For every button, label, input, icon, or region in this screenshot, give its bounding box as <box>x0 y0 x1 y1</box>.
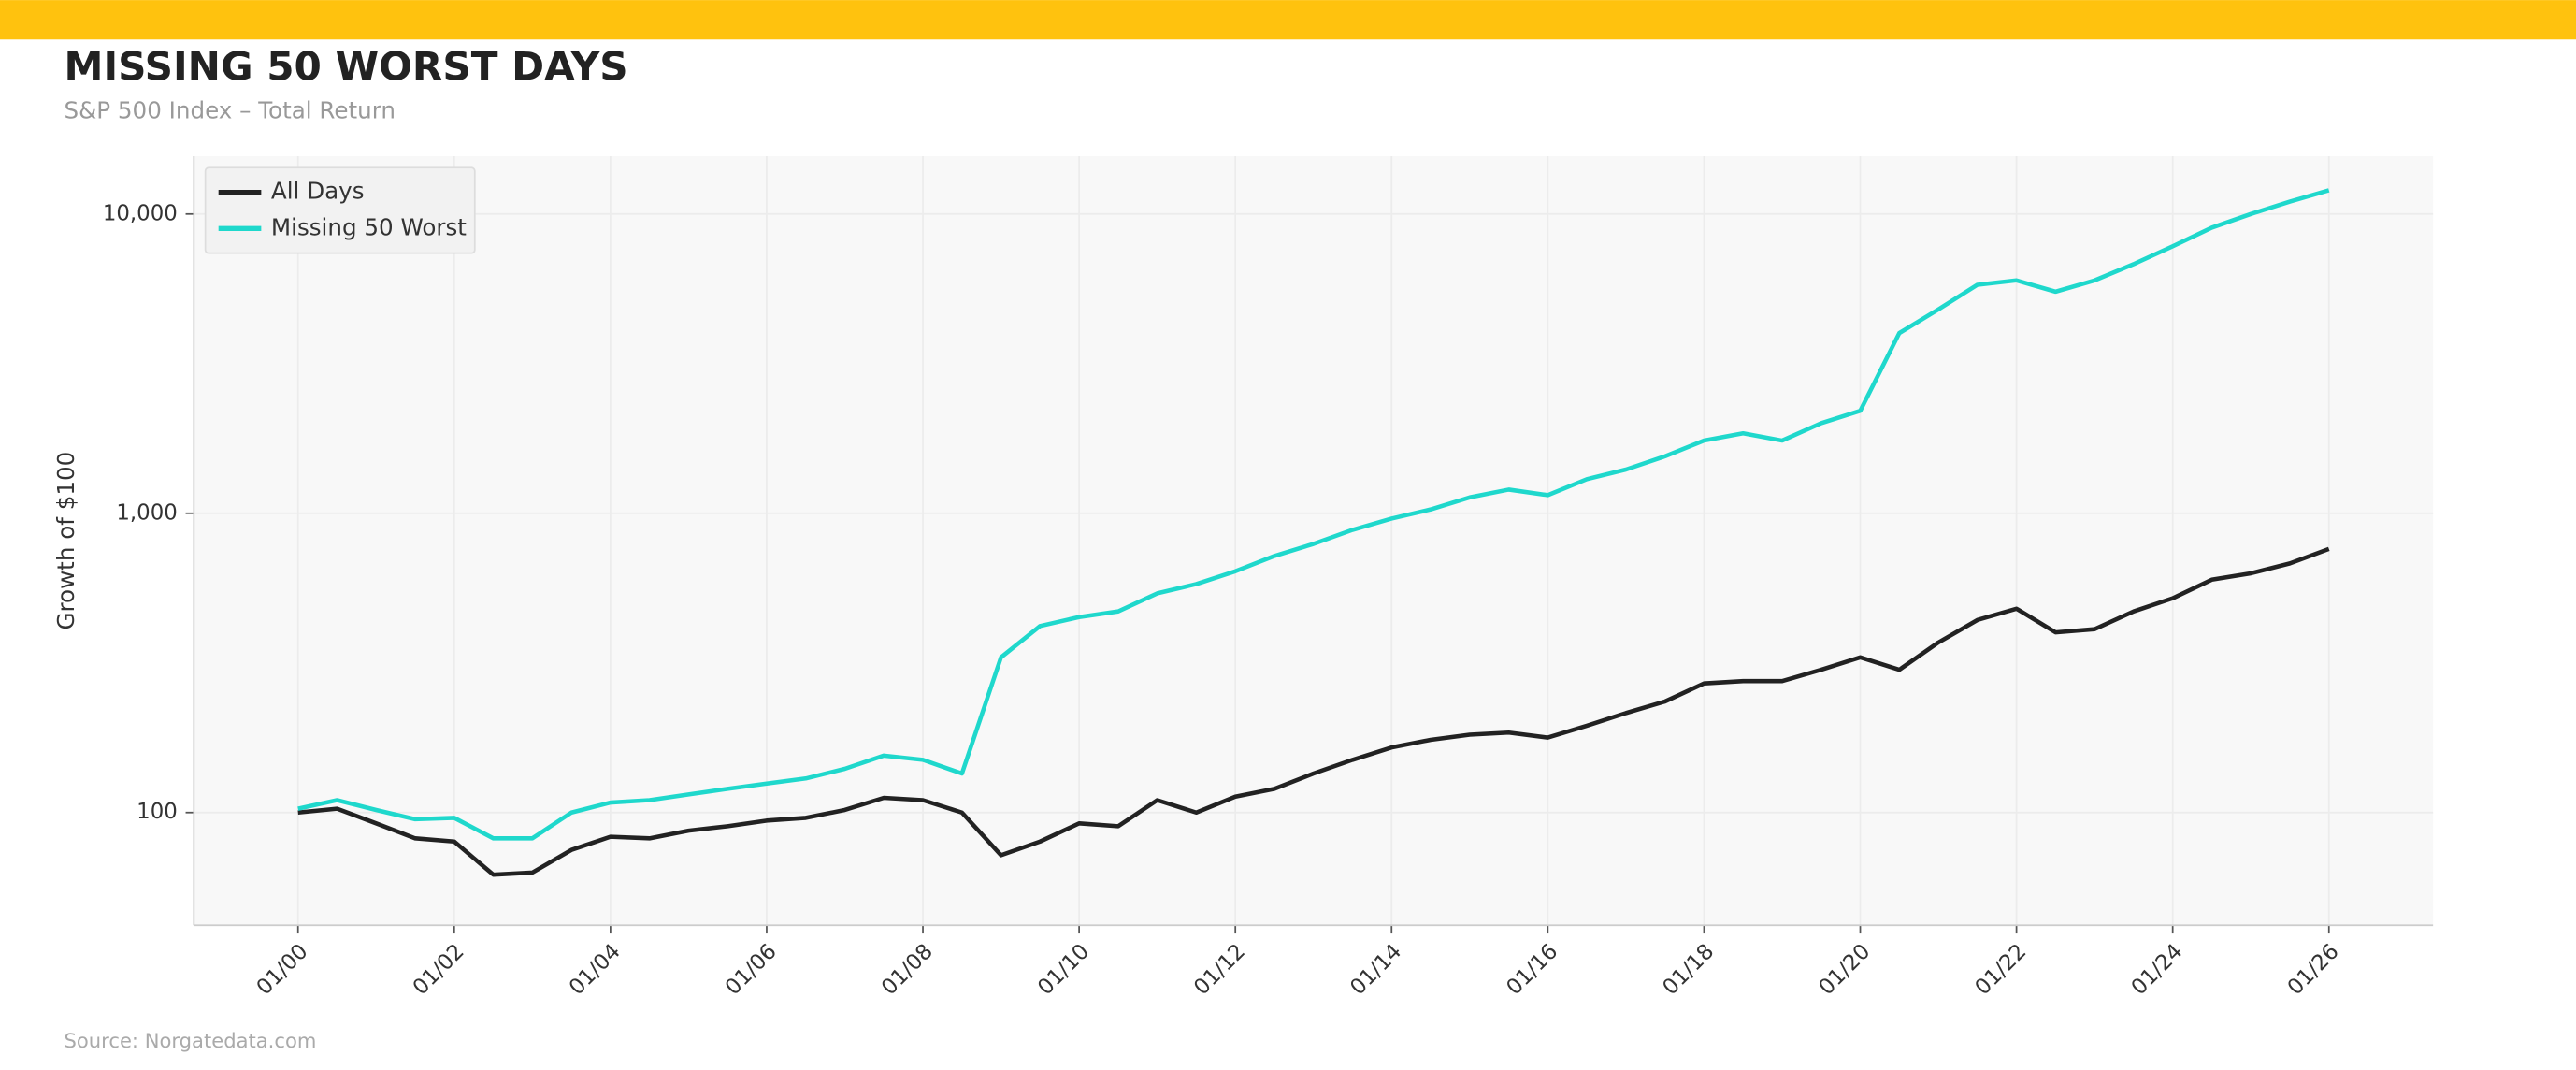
x-tick-label: 01/02 <box>409 939 469 1000</box>
x-tick-label: 01/20 <box>1814 939 1875 1000</box>
y-tick-label: 1,000 <box>116 500 177 525</box>
x-tick-label: 01/24 <box>2127 939 2188 1000</box>
x-tick-label: 01/12 <box>1189 939 1250 1000</box>
plot-area <box>194 156 2434 926</box>
x-tick-label: 01/06 <box>721 939 782 1000</box>
legend-label: All Days <box>271 178 365 205</box>
x-tick-label: 01/00 <box>252 939 313 1000</box>
chart-subtitle: S&P 500 Index – Total Return <box>65 97 396 124</box>
x-tick-label: 01/10 <box>1033 939 1094 1000</box>
series-line <box>297 188 2330 841</box>
x-tick-label: 01/18 <box>1658 939 1719 1000</box>
source: Source: Norgatedata.com <box>65 1029 317 1052</box>
legend-label: Missing 50 Worst <box>271 213 467 240</box>
x-tick-label: 01/04 <box>565 939 626 1000</box>
x-tick-label: 01/14 <box>1346 939 1406 1000</box>
legend: All Days Missing 50 Worst <box>204 166 476 254</box>
y-tick-label: 100 <box>137 800 178 824</box>
series-line <box>297 546 2330 877</box>
top-bar <box>0 0 2576 40</box>
x-tick-label: 01/26 <box>2283 939 2344 1000</box>
x-tick-label: 01/16 <box>1502 939 1562 1000</box>
legend-box <box>204 166 476 254</box>
y-tick-label: 10,000 <box>103 201 178 225</box>
x-tick-label: 01/22 <box>1971 939 2032 1000</box>
chart-title: MISSING 50 WORST DAYS <box>65 43 628 89</box>
y-axis-label: Growth of $100 <box>52 452 79 630</box>
x-tick-label: 01/08 <box>877 939 938 1000</box>
